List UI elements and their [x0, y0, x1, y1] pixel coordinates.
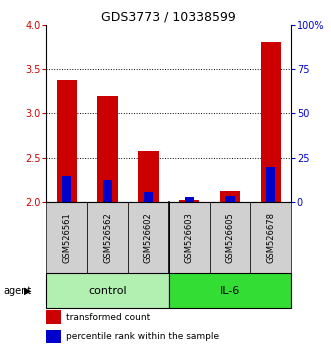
Bar	[210, 202, 251, 273]
Bar	[46, 273, 169, 308]
Text: GSM526562: GSM526562	[103, 212, 112, 263]
Bar	[169, 273, 291, 308]
Bar	[46, 202, 87, 273]
Bar	[220, 191, 240, 202]
Text: GSM526678: GSM526678	[266, 212, 275, 263]
Text: percentile rank within the sample: percentile rank within the sample	[66, 332, 219, 341]
Bar	[46, 310, 61, 324]
Bar	[46, 330, 61, 343]
Bar	[57, 80, 77, 202]
Bar	[87, 202, 128, 273]
Bar	[169, 202, 210, 273]
Bar	[103, 180, 112, 202]
Bar	[62, 176, 71, 202]
Text: GSM526561: GSM526561	[62, 212, 71, 263]
Bar	[128, 202, 169, 273]
Bar	[185, 196, 194, 202]
Bar	[138, 152, 159, 202]
Bar	[251, 202, 291, 273]
Text: GSM526605: GSM526605	[225, 212, 235, 263]
Bar	[261, 42, 281, 202]
Bar	[266, 167, 275, 202]
Bar	[179, 200, 199, 202]
Bar	[225, 196, 235, 202]
Text: control: control	[88, 286, 127, 296]
Text: IL-6: IL-6	[220, 286, 240, 296]
Text: transformed count: transformed count	[66, 313, 150, 322]
Bar	[97, 96, 118, 202]
Text: agent: agent	[3, 286, 31, 296]
Text: GSM526602: GSM526602	[144, 212, 153, 263]
Bar	[144, 192, 153, 202]
Text: GSM526603: GSM526603	[185, 212, 194, 263]
Text: ▶: ▶	[24, 286, 32, 296]
Title: GDS3773 / 10338599: GDS3773 / 10338599	[101, 11, 236, 24]
